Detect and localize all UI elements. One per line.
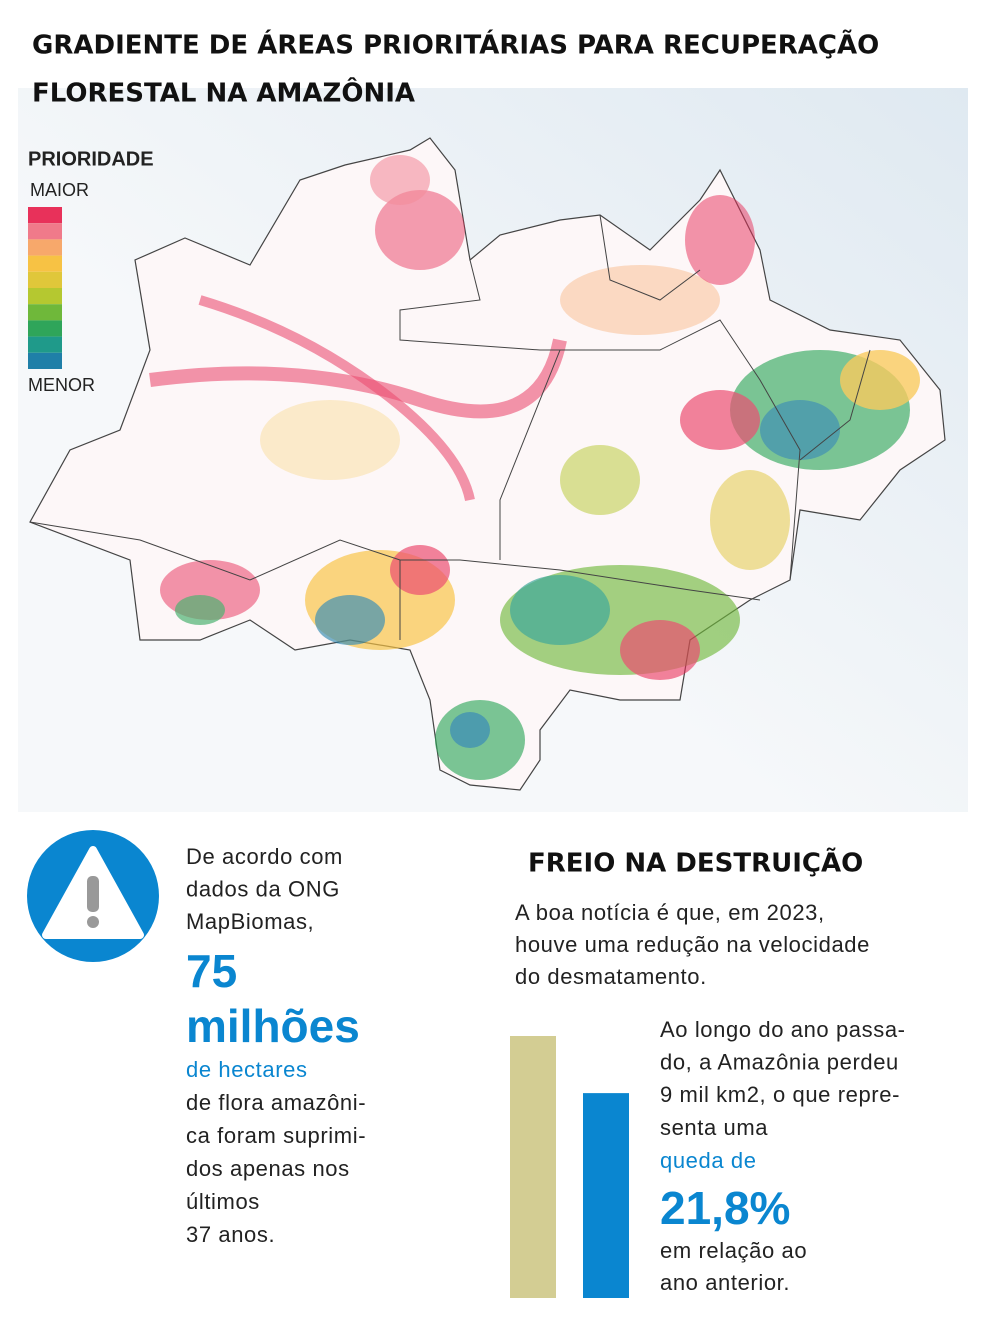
legend-swatch bbox=[28, 352, 62, 369]
legend-swatch bbox=[28, 271, 62, 288]
highlight-detail: de hectares bbox=[186, 1057, 308, 1082]
text-line: dados da ONG bbox=[186, 876, 340, 901]
legend-swatch bbox=[28, 304, 62, 321]
title-line: FLORESTAL NA AMAZÔNIA bbox=[32, 77, 415, 109]
comparison-bars bbox=[510, 1036, 629, 1298]
text-line: do desmatamento. bbox=[515, 964, 707, 989]
text-line: ca foram suprimi- bbox=[186, 1123, 366, 1148]
text-line: 37 anos. bbox=[186, 1222, 275, 1247]
text-line: houve uma redução na velocidade bbox=[515, 932, 870, 957]
text-line: MapBiomas, bbox=[186, 909, 314, 934]
bar bbox=[510, 1036, 556, 1298]
map bbox=[29, 137, 946, 791]
section-title: FREIO NA DESTRUIÇÃO bbox=[528, 847, 863, 879]
text-line: em relação ao bbox=[660, 1238, 807, 1263]
highlight-unit: milhões bbox=[186, 1000, 360, 1052]
text-line: De acordo com bbox=[186, 844, 343, 869]
legend-swatch bbox=[28, 320, 62, 337]
legend-swatch bbox=[28, 239, 62, 256]
legend-title: PRIORIDADE bbox=[28, 148, 154, 170]
legend-swatch bbox=[28, 288, 62, 305]
text-line: de flora amazôni- bbox=[186, 1090, 366, 1115]
text-line: ano anterior. bbox=[660, 1270, 790, 1295]
legend-swatch bbox=[28, 207, 62, 224]
text-line: senta uma bbox=[660, 1115, 768, 1140]
legend-min: MENOR bbox=[28, 375, 95, 395]
text-line: do, a Amazônia perdeu bbox=[660, 1050, 899, 1075]
legend-swatch bbox=[28, 255, 62, 272]
highlight-label: queda de bbox=[660, 1148, 757, 1173]
bar bbox=[583, 1093, 629, 1298]
amazon-outline bbox=[29, 137, 946, 791]
legend-swatch bbox=[28, 336, 62, 353]
text-line: A boa notícia é que, em 2023, bbox=[515, 900, 825, 925]
state-borders bbox=[29, 214, 871, 640]
legend-swatch bbox=[28, 223, 62, 240]
warning-icon bbox=[27, 830, 159, 962]
priority-patches bbox=[149, 155, 920, 780]
highlight-value: 21,8% bbox=[660, 1182, 790, 1234]
text-line: Ao longo do ano passa- bbox=[660, 1017, 906, 1042]
highlight-number: 75 bbox=[186, 945, 237, 997]
text-line: dos apenas nos bbox=[186, 1156, 350, 1181]
text-line: últimos bbox=[186, 1189, 260, 1214]
text-line: 9 mil km2, o que repre- bbox=[660, 1082, 900, 1107]
title-line: GRADIENTE DE ÁREAS PRIORITÁRIAS PARA REC… bbox=[32, 29, 879, 61]
legend-scale bbox=[28, 207, 62, 369]
legend-max: MAIOR bbox=[30, 180, 89, 200]
